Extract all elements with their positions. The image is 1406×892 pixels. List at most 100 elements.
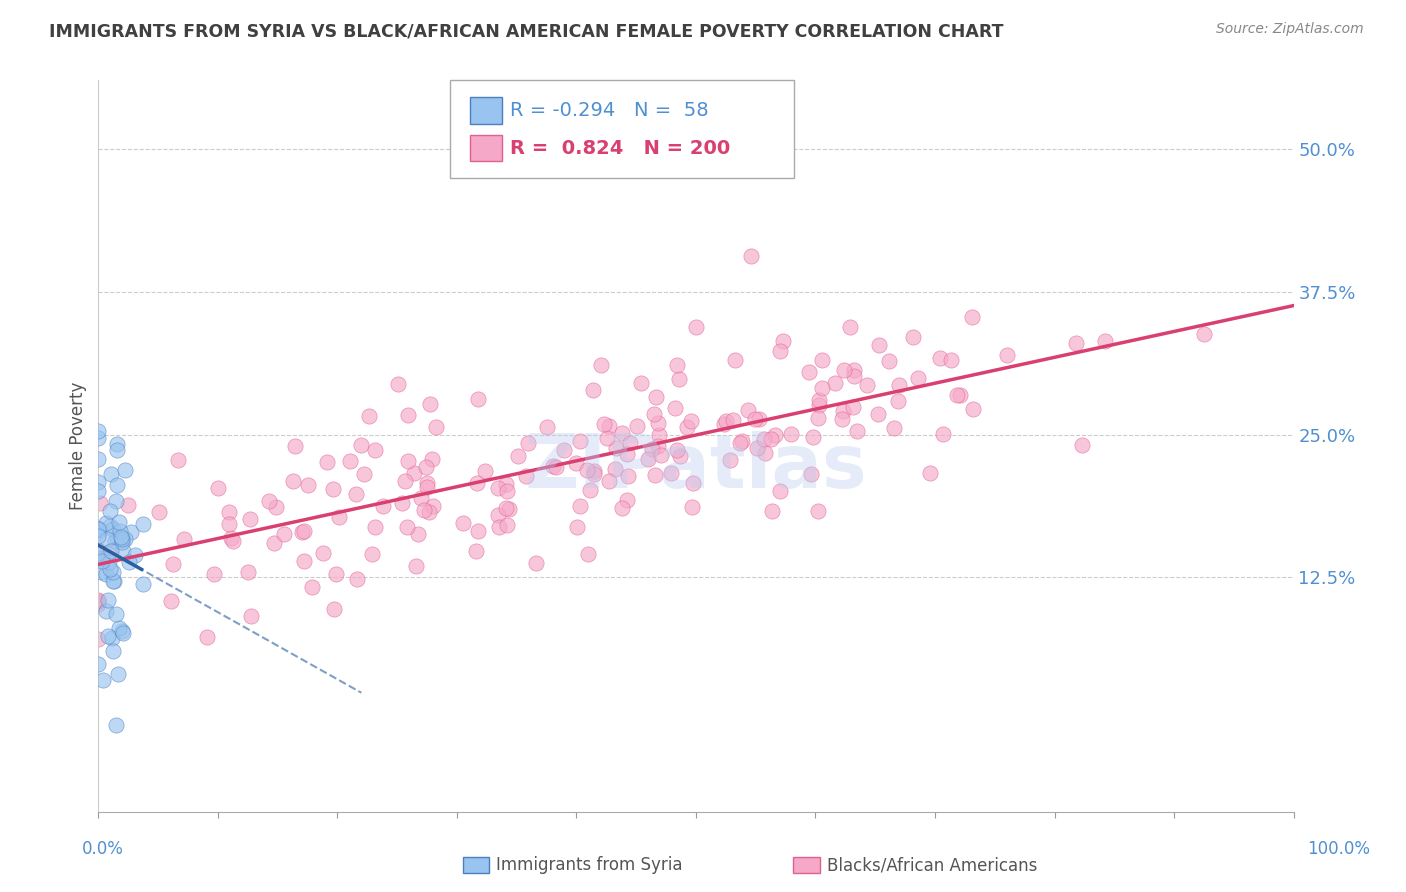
Point <box>845 424 868 438</box>
Point <box>877 353 900 368</box>
Point <box>105 478 128 492</box>
Point <box>612 425 634 440</box>
Point <box>101 631 124 645</box>
Point <box>744 412 766 426</box>
Point <box>745 441 768 455</box>
Point <box>676 420 699 434</box>
Text: ZIPatlas: ZIPatlas <box>524 432 868 505</box>
Point <box>630 376 652 390</box>
Point <box>413 503 436 517</box>
Point <box>104 493 127 508</box>
Point <box>105 530 128 544</box>
Point <box>592 417 614 431</box>
Point <box>546 460 568 475</box>
Point <box>387 376 409 391</box>
Point <box>536 420 558 434</box>
Point <box>886 393 908 408</box>
Point <box>842 400 865 414</box>
Point <box>568 434 591 448</box>
Point <box>195 630 218 644</box>
Point <box>616 447 638 461</box>
Point <box>394 474 416 488</box>
Point <box>752 432 775 446</box>
Point <box>110 530 132 544</box>
Point <box>486 508 509 523</box>
Point <box>524 556 547 570</box>
Point <box>647 439 669 453</box>
Point <box>222 533 245 548</box>
Point <box>346 573 368 587</box>
Point <box>87 528 110 542</box>
Point <box>682 475 704 490</box>
Point <box>117 498 139 512</box>
Point <box>87 483 110 498</box>
Point <box>87 597 110 611</box>
Text: R = -0.294   N =  58: R = -0.294 N = 58 <box>510 101 709 120</box>
Point <box>87 522 110 536</box>
Point <box>101 522 124 536</box>
Point <box>391 496 413 510</box>
Point <box>759 433 782 447</box>
Point <box>89 496 111 510</box>
Point <box>418 505 440 519</box>
Point <box>598 418 620 433</box>
Point <box>643 407 665 421</box>
Point <box>831 412 853 426</box>
Point <box>644 390 666 404</box>
Point <box>779 427 801 442</box>
Point <box>266 500 288 514</box>
Point <box>322 482 344 496</box>
Point <box>589 359 612 373</box>
Point <box>344 487 367 501</box>
Point <box>111 624 134 639</box>
Point <box>995 348 1018 362</box>
Point <box>495 518 517 533</box>
Point <box>576 547 599 561</box>
Point <box>166 453 188 467</box>
Point <box>737 403 759 417</box>
Point <box>451 516 474 530</box>
Point <box>1094 334 1116 348</box>
Point <box>89 523 111 537</box>
Point <box>907 370 929 384</box>
Point <box>364 520 387 534</box>
Point <box>603 461 626 475</box>
Point <box>495 476 517 491</box>
Point <box>94 516 117 530</box>
Point <box>576 463 599 477</box>
Point <box>257 494 280 508</box>
Point <box>322 602 344 616</box>
Point <box>517 436 540 450</box>
Point <box>665 442 688 457</box>
Point <box>218 505 240 519</box>
Point <box>567 520 589 534</box>
Point <box>415 460 437 475</box>
Point <box>685 319 707 334</box>
Point <box>669 449 692 463</box>
Point <box>801 429 824 443</box>
Point <box>107 515 129 529</box>
Point <box>495 501 517 516</box>
Point <box>294 553 316 567</box>
Text: 100.0%: 100.0% <box>1308 839 1369 857</box>
Point <box>832 404 855 418</box>
Point <box>754 446 776 460</box>
Point <box>467 524 489 538</box>
Point <box>96 567 118 582</box>
Point <box>110 524 132 539</box>
Point <box>240 609 263 624</box>
Point <box>1070 438 1092 452</box>
Point <box>100 543 122 558</box>
Point <box>105 718 128 732</box>
Point <box>610 500 633 515</box>
Point <box>97 629 120 643</box>
Point <box>101 644 124 658</box>
Text: Immigrants from Syria: Immigrants from Syria <box>496 856 683 874</box>
Point <box>903 330 925 344</box>
Point <box>617 468 640 483</box>
Point <box>90 565 112 579</box>
Point <box>647 416 669 430</box>
Point <box>842 362 865 376</box>
Point <box>105 443 128 458</box>
Point <box>291 524 314 539</box>
